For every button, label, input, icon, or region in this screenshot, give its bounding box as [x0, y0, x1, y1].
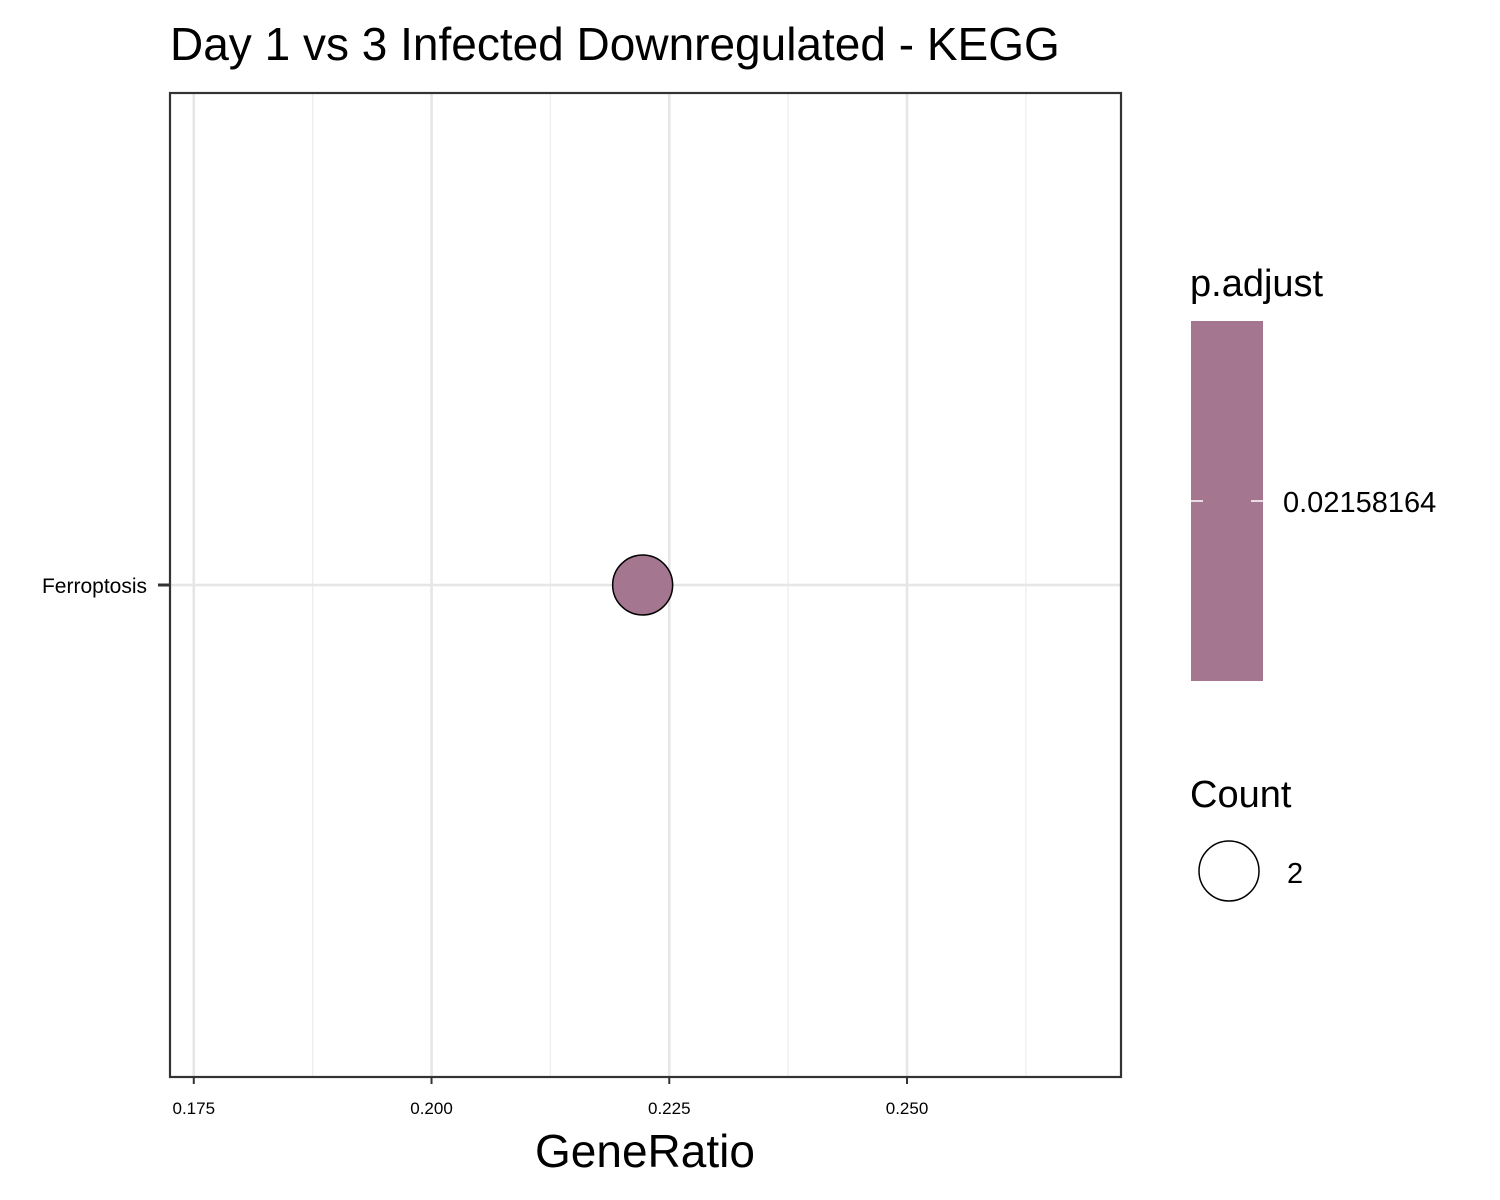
data-point: [611, 554, 674, 616]
x-tick-label: 0.250: [886, 1099, 929, 1118]
plot-panel: [168, 91, 1123, 1079]
size-legend-key: [1198, 840, 1260, 902]
color-legend-label: 0.02158164: [1283, 487, 1436, 519]
size-legend-label: 2: [1287, 858, 1303, 890]
color-legend: p.adjust 0.02158164: [1190, 263, 1436, 681]
grid-lines: [170, 93, 1121, 1077]
x-tick-label: 0.200: [410, 1099, 453, 1118]
color-legend-title: p.adjust: [1190, 263, 1324, 305]
x-axis-title: GeneRatio: [535, 1125, 755, 1177]
x-tick-label: 0.225: [648, 1099, 691, 1118]
x-axis: 0.175 0.200 0.225 0.250: [173, 1077, 929, 1118]
y-category-label: Ferroptosis: [42, 575, 147, 598]
x-tick-label: 0.175: [173, 1099, 216, 1118]
y-axis: Ferroptosis: [42, 575, 170, 598]
chart-title: Day 1 vs 3 Infected Downregulated - KEGG: [170, 18, 1060, 70]
size-legend-title: Count: [1190, 774, 1292, 816]
data-points: [611, 554, 674, 616]
size-legend: Count 2: [1190, 774, 1303, 902]
